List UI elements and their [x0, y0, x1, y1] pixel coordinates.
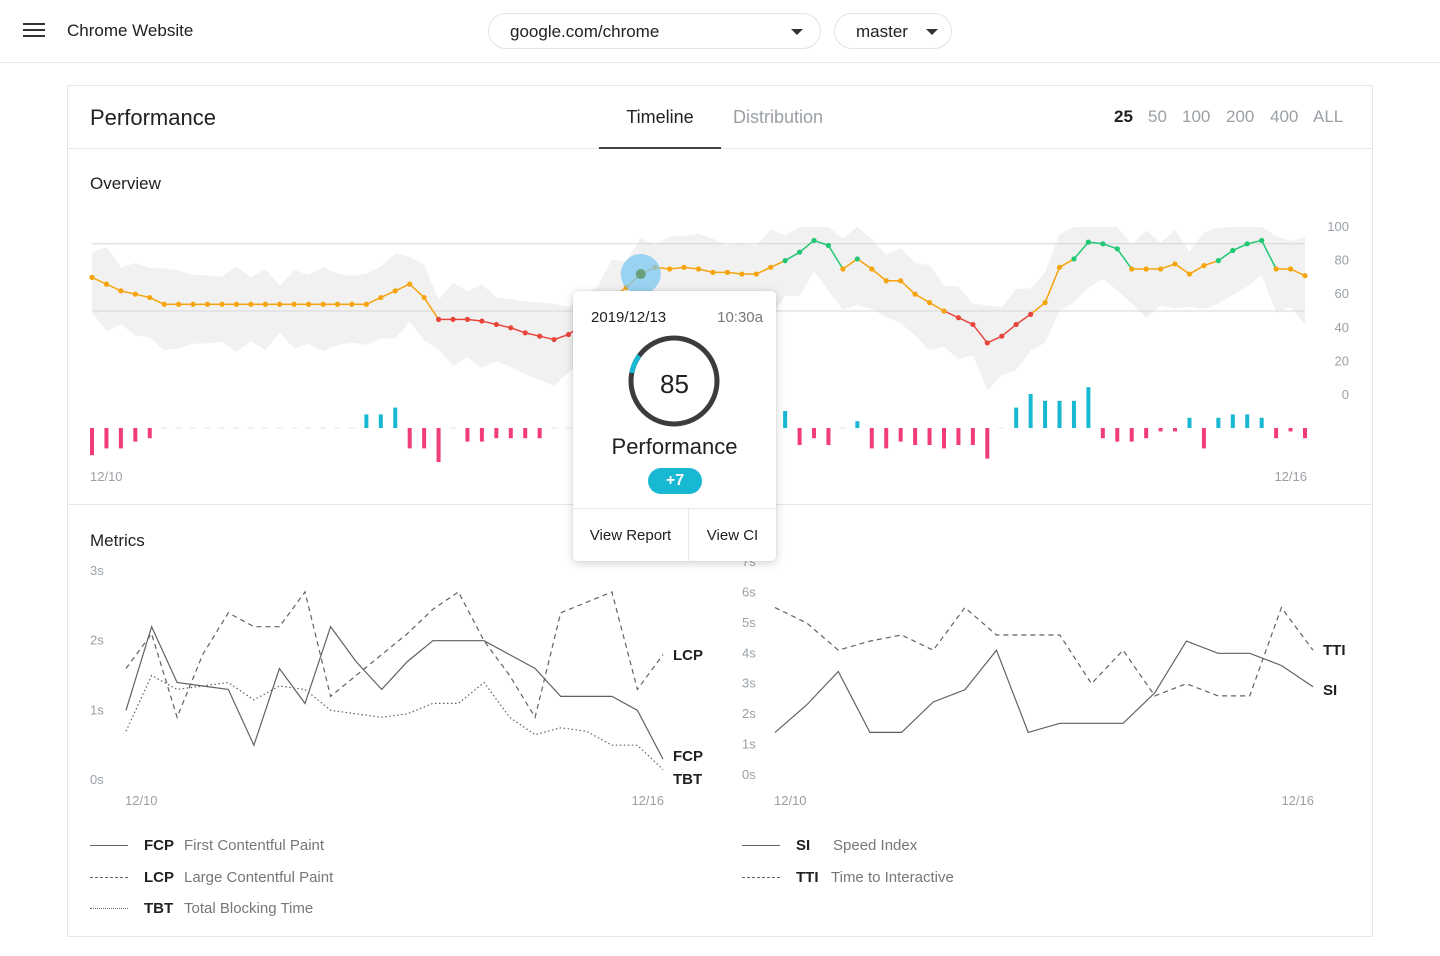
- branch-select-value: master: [856, 22, 908, 41]
- url-select[interactable]: google.com/chrome: [488, 13, 821, 49]
- legend-label: Total Blocking Time: [184, 900, 314, 917]
- score-tooltip: 2019/12/13 10:30a 85 Performance +7 View…: [573, 291, 776, 562]
- tooltip-actions: View Report View CI: [573, 508, 776, 562]
- tooltip-time: 10:30a: [717, 309, 763, 326]
- legend-label: Time to Interactive: [831, 869, 954, 886]
- legend-label: Speed Index: [833, 837, 918, 854]
- metrics-title: Metrics: [90, 531, 145, 550]
- hamburger-menu-icon[interactable]: [23, 23, 45, 39]
- tooltip-metric-name: Performance: [611, 434, 738, 459]
- overview-title: Overview: [90, 174, 161, 193]
- legend-item-fcp: FCP First Contentful Paint: [90, 836, 390, 856]
- range-400[interactable]: 400: [1270, 107, 1299, 126]
- legend-line-solid: [90, 845, 128, 846]
- score-gauge: [628, 335, 720, 427]
- range-all[interactable]: ALL: [1313, 107, 1344, 126]
- chevron-down-icon: [791, 29, 803, 35]
- view-ci-button[interactable]: View CI: [706, 527, 759, 544]
- legend-line-dashed: [742, 877, 780, 878]
- url-select-value: google.com/chrome: [510, 22, 660, 41]
- legend-abbr: TTI: [796, 869, 819, 886]
- gauge-ring: [628, 335, 720, 427]
- legend-label: First Contentful Paint: [184, 837, 325, 854]
- card-title: Performance: [90, 105, 216, 130]
- tooltip-date: 2019/12/13: [591, 309, 667, 326]
- legend-abbr: SI: [796, 837, 811, 854]
- top-app-bar: Chrome Website google.com/chrome master: [0, 0, 1440, 63]
- delta-badge: +7: [648, 468, 702, 494]
- range-100[interactable]: 100: [1182, 107, 1211, 126]
- legend-item-si: SI Speed Index: [742, 836, 1042, 856]
- legend-line-dashed: [90, 877, 128, 878]
- range-200[interactable]: 200: [1226, 107, 1255, 126]
- card-header: Performance Timeline Distribution 25 50 …: [68, 86, 1372, 149]
- view-report-button[interactable]: View Report: [573, 509, 689, 562]
- tooltip-score: 85: [660, 369, 689, 399]
- legend-item-lcp: LCP Large Contentful Paint: [90, 868, 390, 888]
- chevron-down-icon: [926, 29, 938, 35]
- range-25[interactable]: 25: [1114, 107, 1133, 126]
- legend-line-dotted: [90, 908, 128, 909]
- legend-abbr: TBT: [144, 900, 174, 917]
- legend-item-tbt: TBT Total Blocking Time: [90, 899, 390, 919]
- gauge-delta-arc: [629, 354, 642, 374]
- legend-abbr: LCP: [144, 869, 174, 886]
- legend-label: Large Contentful Paint: [184, 869, 334, 886]
- range-50[interactable]: 50: [1148, 107, 1167, 126]
- branch-select[interactable]: master: [834, 13, 952, 49]
- tab-distribution[interactable]: Distribution: [733, 107, 824, 127]
- legend-item-tti: TTI Time to Interactive: [742, 868, 1042, 888]
- legend-line-solid: [742, 845, 780, 846]
- app-title: Chrome Website: [67, 21, 194, 40]
- legend-abbr: FCP: [144, 837, 174, 854]
- tab-timeline[interactable]: Timeline: [599, 107, 721, 149]
